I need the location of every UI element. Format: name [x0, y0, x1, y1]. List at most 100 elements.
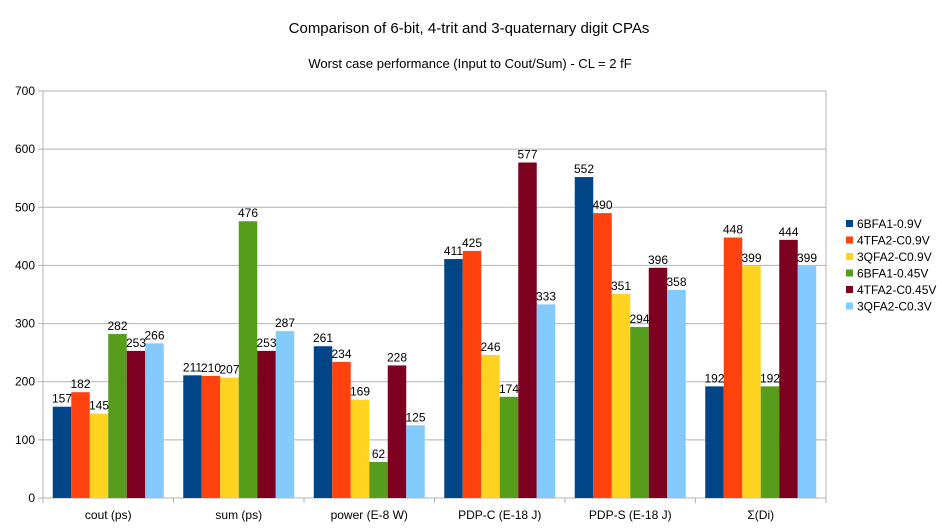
- data-label: 425: [462, 236, 482, 250]
- legend-label: 4TFA2-C0.45V: [857, 283, 936, 297]
- bar: [332, 361, 351, 498]
- bar: [742, 266, 761, 498]
- legend-swatch: [846, 236, 853, 244]
- bar: [126, 350, 146, 498]
- bar: [779, 239, 798, 499]
- x-category-label: PDP-S (E-18 J): [589, 508, 672, 522]
- data-label: 234: [331, 347, 351, 361]
- bar: [89, 413, 109, 498]
- legend: 6BFA1-0.9V 4TFA2-C0.9V 3QFA2-C0.9V 6BFA1-0.…: [846, 217, 936, 314]
- legend-label: 4TFA2-C0.9V: [857, 234, 930, 248]
- bar: [369, 461, 388, 498]
- bar: [648, 267, 668, 498]
- bar: [201, 375, 221, 498]
- bar: [481, 354, 500, 498]
- legend-swatch: [846, 286, 853, 293]
- x-axis-categories: cout (ps) sum (ps) power (E-8 W) PDP-C (E-1…: [85, 508, 774, 522]
- bar: [574, 177, 594, 498]
- bar: [667, 289, 686, 498]
- bar: [350, 399, 370, 498]
- bar: [257, 350, 276, 498]
- data-label: 192: [760, 371, 780, 385]
- bars: [52, 162, 817, 499]
- bar: [630, 327, 649, 498]
- y-axis-ticks: 0 100 200 300 400 500 600 700: [15, 84, 35, 505]
- y-tick-label: 0: [28, 491, 35, 505]
- legend-swatch: [846, 253, 853, 260]
- data-label: 192: [704, 371, 724, 385]
- x-category-label: Σ(Di): [747, 508, 774, 522]
- data-label: 351: [611, 279, 631, 293]
- bar: [518, 162, 537, 498]
- data-label: 228: [387, 350, 407, 364]
- y-tick-label: 100: [15, 433, 35, 447]
- data-label: 211: [183, 360, 202, 374]
- data-label: 577: [517, 148, 537, 162]
- legend-label: 6BFA1-0.45V: [857, 267, 928, 281]
- bar: [183, 375, 202, 498]
- data-label: 207: [219, 363, 239, 377]
- data-label: 448: [723, 223, 743, 237]
- bar: [593, 213, 612, 498]
- bar: [723, 237, 743, 498]
- legend-label: 6BFA1-0.9V: [857, 217, 922, 231]
- y-tick-label: 700: [15, 84, 35, 98]
- data-label: 266: [144, 328, 164, 342]
- data-label: 261: [313, 331, 333, 345]
- bar: [108, 334, 127, 498]
- bar: [705, 386, 724, 498]
- legend-swatch: [846, 302, 853, 310]
- y-tick-label: 600: [15, 142, 35, 156]
- bar: [145, 343, 164, 498]
- x-category-label: power (E-8 W): [331, 508, 408, 522]
- bar: [499, 396, 519, 498]
- bar: [313, 346, 333, 498]
- data-label: 182: [70, 377, 90, 391]
- bar: [462, 250, 482, 498]
- y-tick-label: 400: [15, 258, 35, 272]
- data-labels: 1571821452822532662112102074762532872612…: [52, 148, 817, 461]
- y-tick-label: 300: [15, 317, 35, 331]
- data-label: 145: [89, 399, 109, 413]
- bar: [444, 259, 463, 498]
- data-label: 287: [275, 316, 295, 330]
- data-label: 552: [574, 162, 594, 176]
- x-category-label: sum (ps): [215, 508, 262, 522]
- bar: [238, 221, 258, 499]
- data-label: 169: [350, 385, 370, 399]
- y-tick-label: 200: [15, 375, 35, 389]
- legend-label: 3QFA2-C0.9V: [857, 250, 932, 264]
- data-label: 157: [52, 392, 72, 406]
- data-label: 411: [444, 244, 463, 258]
- data-label: 210: [201, 361, 221, 375]
- bar: [760, 386, 780, 498]
- bar: [387, 365, 407, 498]
- legend-swatch: [846, 220, 853, 227]
- data-label: 174: [499, 382, 519, 396]
- chart-subtitle: Worst case performance (Input to Cout/Su…: [308, 56, 631, 71]
- data-label: 333: [536, 289, 556, 303]
- data-label: 253: [256, 336, 276, 350]
- bar: [797, 266, 817, 498]
- data-label: 246: [480, 340, 500, 354]
- bar: [220, 377, 239, 498]
- data-label: 358: [666, 275, 686, 289]
- data-label: 490: [592, 198, 612, 212]
- y-tick-label: 500: [15, 200, 35, 214]
- bar: [71, 392, 90, 498]
- bar: [611, 293, 631, 498]
- data-label: 476: [238, 206, 258, 220]
- data-label: 282: [107, 319, 127, 333]
- data-label: 444: [778, 225, 798, 239]
- bar: [536, 304, 556, 498]
- x-category-label: cout (ps): [85, 508, 132, 522]
- bar: [406, 425, 425, 498]
- data-label: 294: [629, 312, 649, 326]
- chart-title: Comparison of 6-bit, 4-trit and 3-quater…: [289, 20, 650, 37]
- data-label: 396: [648, 253, 668, 267]
- data-label: 62: [372, 447, 386, 461]
- bar: [275, 331, 295, 498]
- x-category-label: PDP-C (E-18 J): [458, 508, 541, 522]
- bar: [52, 406, 72, 498]
